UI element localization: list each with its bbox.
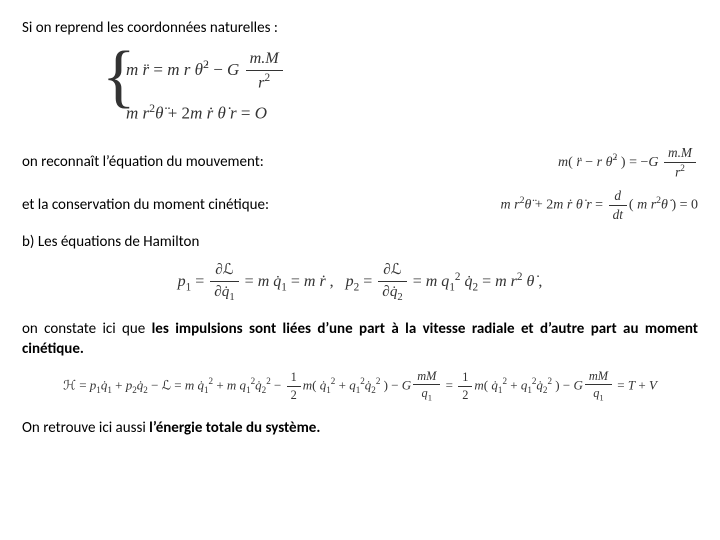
motion-equation: m( r̈ − r θ̇2 ) = −G m.Mr2: [558, 144, 698, 181]
system-eq-2: m r2θ̈ + 2m ṙ θ̇ r = O: [126, 100, 698, 126]
momenta-equation: p1 = ∂ℒ∂q̇1 = m q̇1 = m ṙ , p2 = ∂ℒ∂q̇2 …: [22, 260, 698, 305]
angmom-text: et la conservation du moment cinétique:: [22, 195, 269, 215]
system-eq-1: m r̈ = m r θ̇2 − G m.Mr2: [126, 48, 698, 94]
angmom-row: et la conservation du moment cinétique: …: [22, 187, 698, 224]
angmom-equation: m r2θ̈ + 2m ṙ θ̇ r = ddt( m r2θ̇ ) = 0: [501, 187, 699, 224]
motion-text: on reconnaît l’équation du mouvement:: [22, 152, 264, 172]
left-brace-icon: {: [102, 44, 136, 111]
system-equations: { m r̈ = m r θ̇2 − G m.Mr2 m r2θ̈ + 2m ṙ…: [102, 48, 698, 126]
final-paragraph: On retrouve ici aussi l’énergie totale d…: [22, 418, 698, 438]
intro-text: Si on reprend les coordonnées naturelles…: [22, 18, 698, 38]
hamiltonian-equation: ℋ = p1q̇1 + p2q̇2 − ℒ = m q̇12 + m q12q̇…: [22, 368, 698, 405]
motion-row: on reconnaît l’équation du mouvement: m(…: [22, 144, 698, 181]
constat-paragraph: on constate ici que les impulsions sont …: [22, 319, 698, 360]
section-b-heading: b) Les équations de Hamilton: [22, 232, 698, 252]
